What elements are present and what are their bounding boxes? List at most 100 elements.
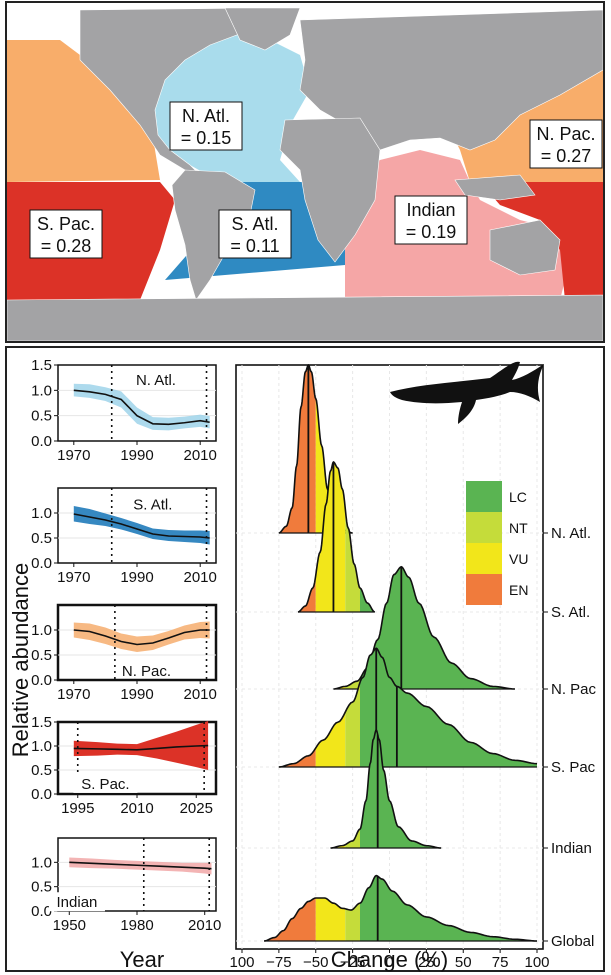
africa <box>279 117 381 263</box>
x-tick-label: 1970 <box>57 569 90 586</box>
x-tick-label: 2010 <box>184 447 217 464</box>
y-tick-label: 0.0 <box>31 903 52 920</box>
panel-s-pac-: 0.0 0.5 1.0 1.5 1995 2010 2025 S. Pac. <box>31 714 218 817</box>
legend-label: LC <box>509 489 527 505</box>
x-tick-label: 2025 <box>180 800 213 817</box>
svg-text:= 0.28: = 0.28 <box>41 236 92 256</box>
svg-text:= 0.19: = 0.19 <box>406 222 457 242</box>
svg-text:= 0.27: = 0.27 <box>541 146 592 166</box>
legend-swatch <box>466 574 502 605</box>
greenland <box>224 7 301 51</box>
region-label: N. Atl. <box>551 525 591 542</box>
x-tick-label: 1990 <box>120 447 153 464</box>
x-tick-label: 1995 <box>61 800 94 817</box>
australia <box>489 219 561 276</box>
x-tick-label: 0 <box>385 954 393 971</box>
confidence-band <box>73 506 210 545</box>
y-tick-label: 0.0 <box>31 672 52 689</box>
panel-indian: 0.0 0.5 1.0 1950 1980 2010 Indian <box>31 837 221 934</box>
label-s-atl: S. Atl. = 0.11 <box>218 209 292 259</box>
south-america <box>171 169 256 301</box>
lower-frame <box>5 346 605 972</box>
svg-text:S. Pac.: S. Pac. <box>37 214 95 234</box>
y-tick-label: 0.0 <box>31 786 52 803</box>
density-outline <box>297 461 376 613</box>
y-tick-label: 1.0 <box>31 738 52 755</box>
y-tick-label: 0.0 <box>31 433 52 450</box>
x-tick-label: 2010 <box>120 800 153 817</box>
s-pac-region-east <box>480 182 603 300</box>
panel-region-label: N. Atl. <box>136 372 176 389</box>
legend-label: VU <box>509 551 528 567</box>
x-tick-label: 1970 <box>57 447 90 464</box>
change-ridge-chart: N. Atl. S. Atl. N. Pac S. Pac Indian Global10… <box>229 361 597 972</box>
x-tick-label: −75 <box>266 954 291 971</box>
panel-n-pac-: 0.0 0.5 1.0 1970 1990 2010 N. Pac. <box>31 603 218 703</box>
density-outline <box>330 728 442 849</box>
region-label: S. Atl. <box>551 604 590 621</box>
trend-line <box>73 744 209 751</box>
x-tick-label: 1990 <box>120 686 153 703</box>
x-tick-label: 100 <box>524 954 549 971</box>
trend-line <box>73 513 210 539</box>
land-masses <box>7 7 603 341</box>
label-n-atl: N. Atl. = 0.15 <box>169 101 243 151</box>
y-tick-label: 1.5 <box>31 714 52 731</box>
region-label: N. Pac <box>551 681 597 698</box>
legend-swatch <box>466 481 502 512</box>
legend-label: EN <box>509 582 528 598</box>
n-pac-region-west <box>7 40 160 182</box>
panel-region-label: N. Pac. <box>122 663 171 680</box>
x-tick-label: 1970 <box>57 686 90 703</box>
y-tick-label: 1.0 <box>31 854 52 871</box>
y-tick-label: 0.5 <box>31 762 52 779</box>
antarctica <box>7 294 603 341</box>
label-indian: Indian = 0.19 <box>394 195 468 245</box>
x-tick-label: 1980 <box>120 917 153 934</box>
y-tick-label: 0.5 <box>31 408 52 425</box>
x-tick-label: 1950 <box>53 917 86 934</box>
y-tick-label: 1.0 <box>31 505 52 522</box>
label-n-pac: N. Pac. = 0.27 <box>529 119 603 169</box>
indonesia <box>454 174 536 201</box>
panel-s-atl-: 0.0 0.5 1.0 1970 1990 2010 S. Atl. <box>31 487 217 586</box>
panel-region-label: S. Pac. <box>81 776 129 793</box>
trend-line <box>73 629 210 646</box>
density-outline <box>264 874 538 942</box>
x-tick-label: 2010 <box>184 569 217 586</box>
x-tick-label: 2010 <box>184 686 217 703</box>
panel-frame <box>57 364 217 442</box>
trend-line <box>69 861 212 870</box>
y-tick-label: 1.0 <box>31 622 52 639</box>
panel-region-label: S. Atl. <box>133 497 172 514</box>
x-tick-label: 25 <box>418 954 435 971</box>
svg-text:N. Pac.: N. Pac. <box>536 124 595 144</box>
x-tick-label: 75 <box>492 954 509 971</box>
panel-label-bg <box>73 773 138 793</box>
x-tick-label: −50 <box>303 954 328 971</box>
region-label: S. Pac <box>551 759 596 776</box>
x-axis-label-year: Year <box>120 947 164 972</box>
svg-text:S. Atl.: S. Atl. <box>231 214 278 234</box>
confidence-band <box>73 621 210 652</box>
svg-text:Indian: Indian <box>406 200 455 220</box>
y-tick-label: 1.5 <box>31 357 52 374</box>
region-label: Indian <box>551 840 592 857</box>
y-tick-label: 0.0 <box>31 555 52 572</box>
x-tick-label: −25 <box>340 954 365 971</box>
panel-n-atl-: 0.0 0.5 1.0 1.5 1970 1990 2010 N. Atl. <box>31 357 217 464</box>
x-tick-label: 50 <box>455 954 472 971</box>
density-outline <box>278 647 538 768</box>
legend-swatch <box>466 543 502 574</box>
svg-text:= 0.15: = 0.15 <box>181 128 232 148</box>
y-tick-label: 1.0 <box>31 382 52 399</box>
x-tick-label: 2010 <box>188 917 221 934</box>
legend-label: NT <box>509 520 528 536</box>
ocean-map: N. Atl. = 0.15 N. Pac. = 0.27 S. Pac. = … <box>5 1 605 343</box>
svg-text:N. Atl.: N. Atl. <box>182 106 230 126</box>
y-tick-label: 0.5 <box>31 530 52 547</box>
europe-asia <box>299 9 603 151</box>
region-label: Global <box>551 933 594 950</box>
panel-label-bg <box>48 892 105 912</box>
